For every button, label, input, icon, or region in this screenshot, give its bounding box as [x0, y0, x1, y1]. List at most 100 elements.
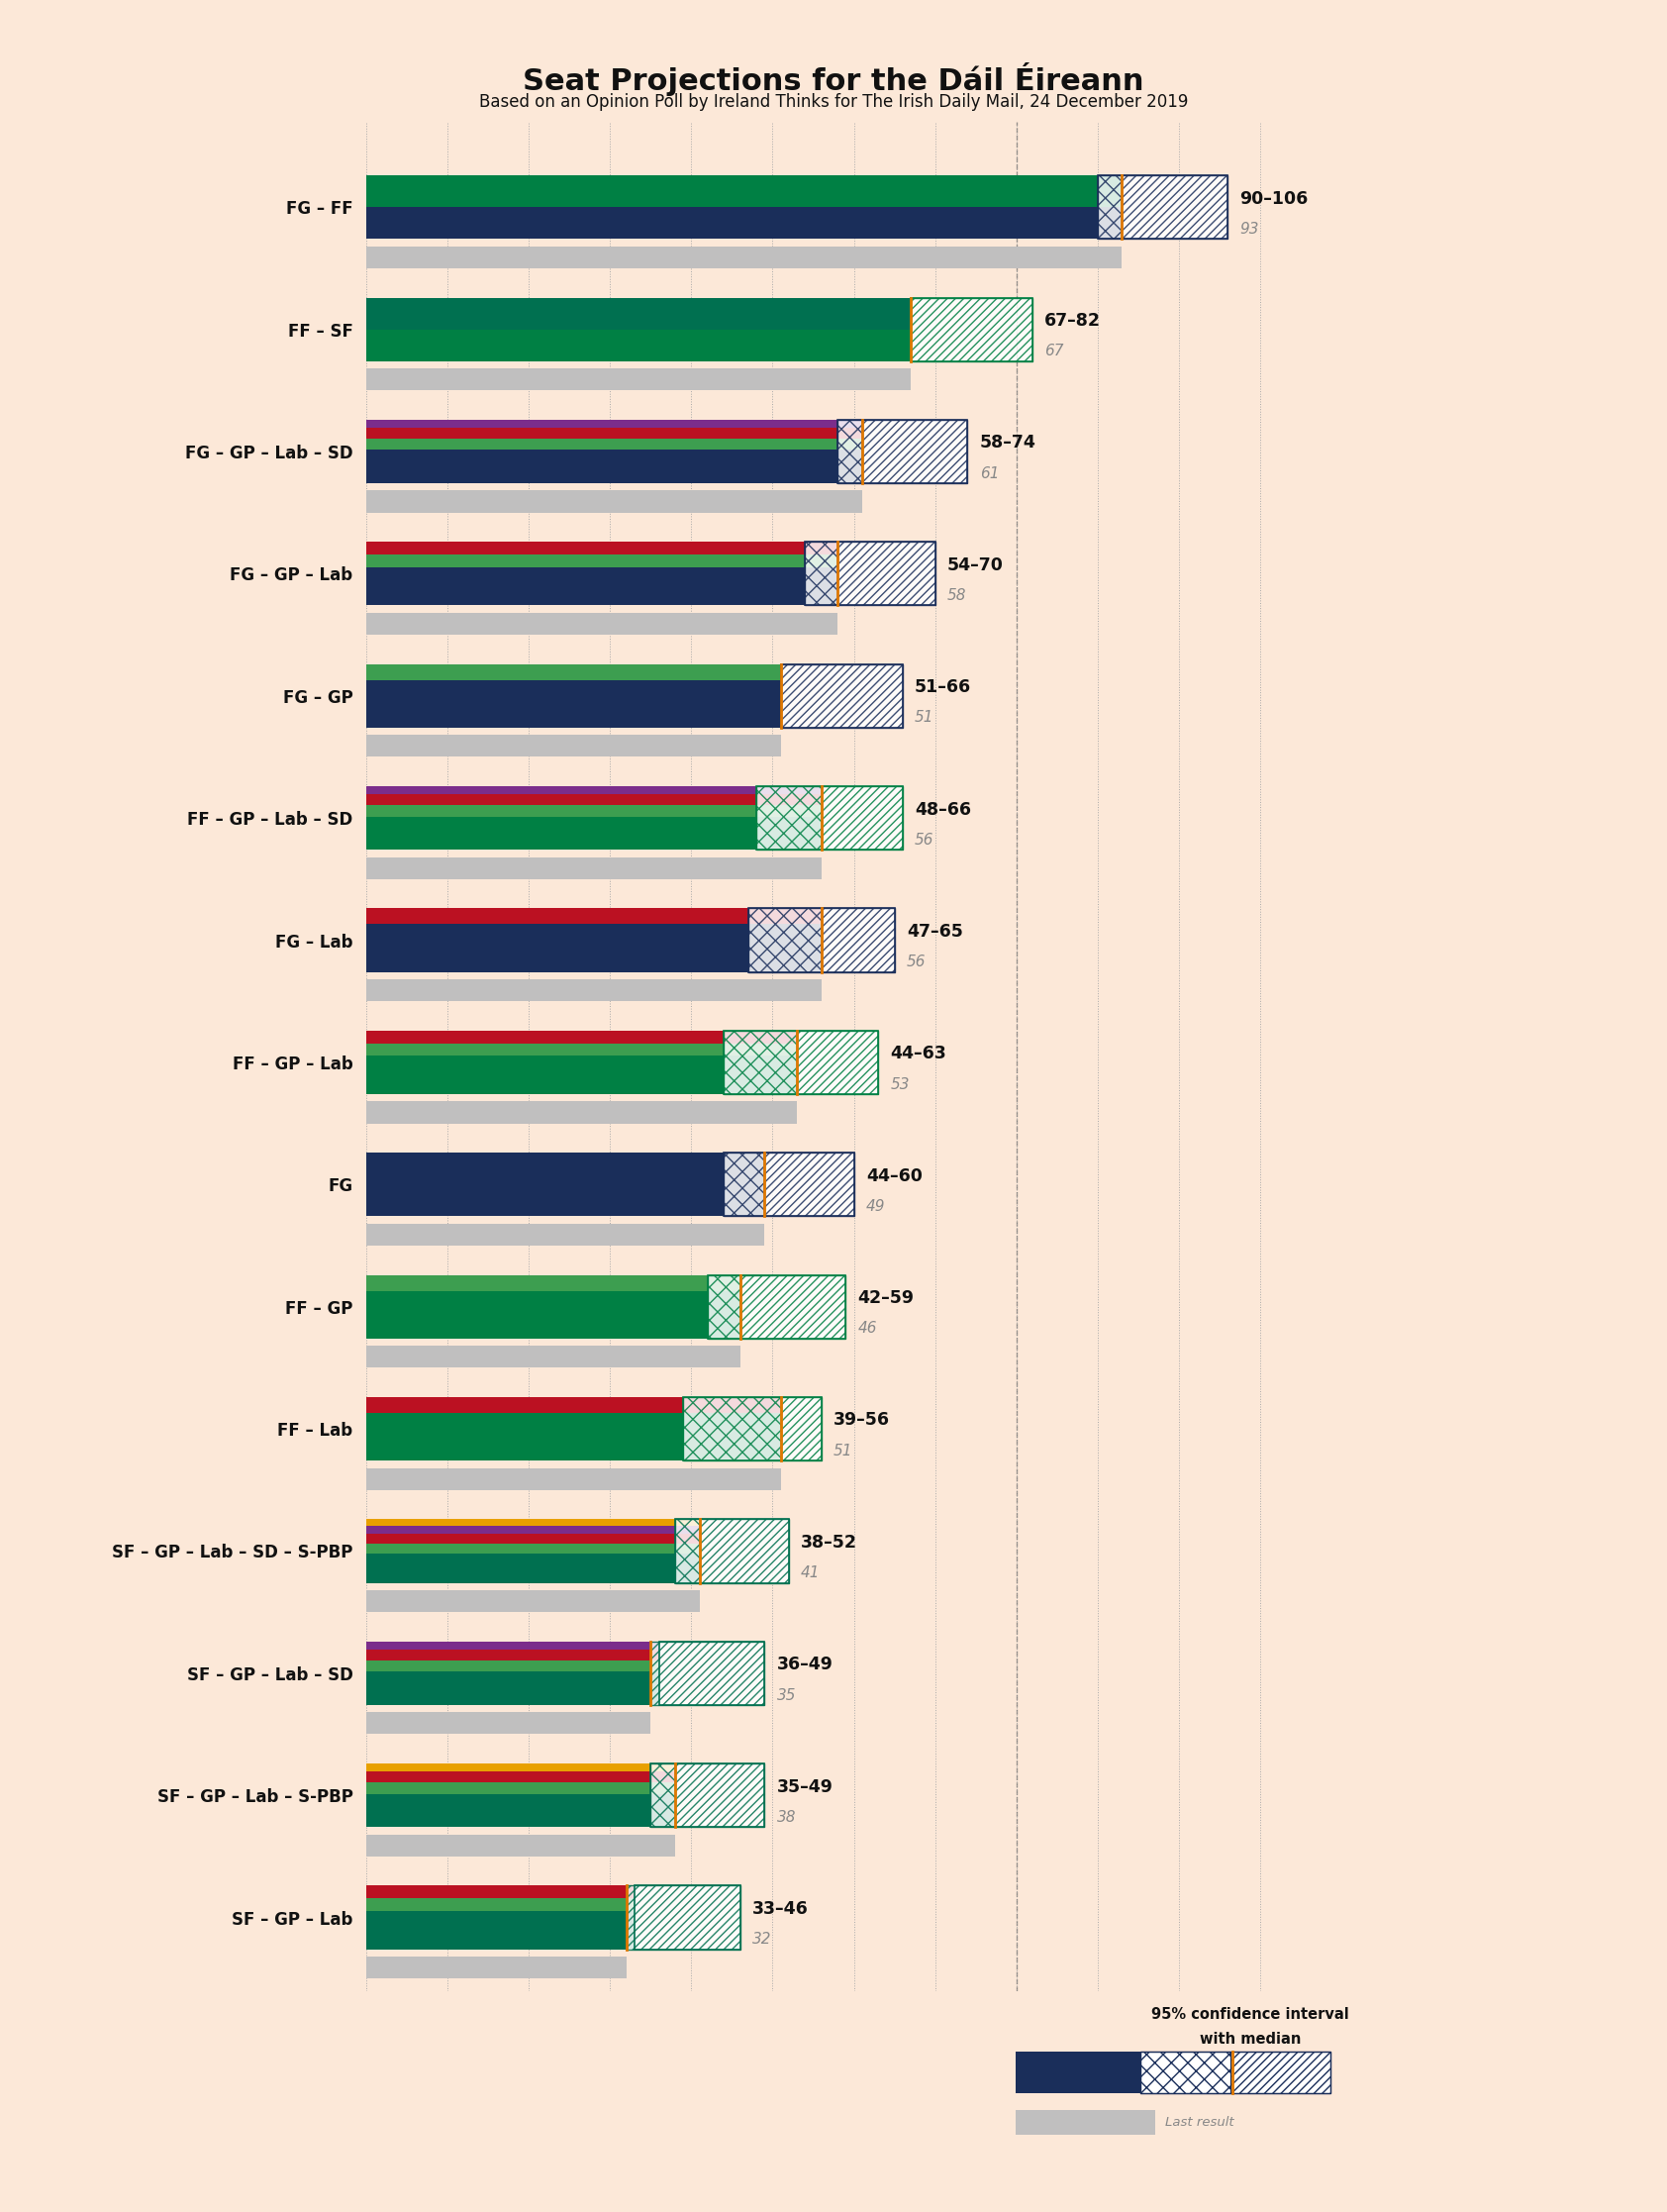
Bar — [367, 1661, 658, 1672]
Text: 93: 93 — [1239, 221, 1259, 237]
Text: 58–74: 58–74 — [980, 434, 1035, 451]
Bar — [683, 1398, 780, 1460]
Bar — [1140, 2053, 1230, 2093]
Bar — [805, 555, 837, 566]
Text: 36–49: 36–49 — [777, 1657, 834, 1674]
Text: 67–82: 67–82 — [1045, 312, 1100, 330]
Text: 67: 67 — [1045, 343, 1064, 358]
Bar — [367, 1520, 675, 1526]
Text: 33–46: 33–46 — [752, 1900, 808, 1918]
Text: 51: 51 — [834, 1444, 854, 1458]
Bar — [1122, 175, 1227, 239]
Bar — [367, 491, 862, 513]
Bar — [757, 785, 822, 849]
Bar — [822, 909, 895, 971]
Text: 46: 46 — [859, 1321, 877, 1336]
Bar — [837, 449, 862, 482]
Bar — [650, 1641, 765, 1705]
Bar — [367, 208, 1097, 239]
Bar — [367, 613, 837, 635]
Bar — [708, 1274, 740, 1338]
Bar — [367, 420, 837, 427]
Bar — [367, 175, 1097, 208]
Bar — [822, 785, 902, 849]
Bar — [1015, 2053, 1140, 2093]
Bar — [837, 542, 935, 606]
Text: Last result: Last result — [1165, 2115, 1234, 2128]
Bar — [723, 1152, 765, 1217]
Bar — [367, 1763, 650, 1772]
Bar — [367, 980, 822, 1002]
Bar — [367, 805, 757, 816]
Text: 51–66: 51–66 — [915, 679, 972, 697]
Text: 38–52: 38–52 — [802, 1533, 857, 1551]
Bar — [367, 1672, 658, 1705]
Bar — [1097, 175, 1227, 239]
Bar — [367, 816, 757, 849]
Bar — [367, 785, 757, 794]
Text: 38: 38 — [777, 1809, 795, 1825]
Bar — [367, 1958, 627, 1978]
Bar — [1140, 2053, 1330, 2093]
Bar — [740, 1274, 845, 1338]
Bar — [757, 794, 822, 805]
Bar — [837, 420, 862, 427]
Text: 35–49: 35–49 — [777, 1778, 834, 1796]
Bar — [367, 566, 805, 606]
Bar — [723, 1031, 797, 1044]
Bar — [757, 805, 822, 816]
Bar — [367, 734, 780, 757]
Text: 53: 53 — [890, 1077, 910, 1093]
Bar — [805, 542, 837, 606]
Bar — [367, 1544, 675, 1553]
Bar — [675, 1553, 700, 1584]
Bar — [367, 299, 910, 330]
Bar — [367, 246, 1122, 268]
Bar — [367, 1526, 675, 1533]
Text: 35: 35 — [777, 1688, 795, 1703]
Bar — [367, 1533, 675, 1544]
Text: 90–106: 90–106 — [1239, 190, 1309, 208]
Bar — [367, 1292, 708, 1338]
Bar — [367, 1783, 650, 1794]
Bar — [367, 925, 748, 971]
Bar — [805, 566, 837, 606]
Text: 49: 49 — [865, 1199, 885, 1214]
Bar — [723, 1055, 797, 1095]
Text: with median: with median — [1200, 2033, 1300, 2046]
Bar — [367, 679, 780, 728]
Bar — [837, 427, 862, 438]
Bar — [367, 1712, 650, 1734]
Bar — [723, 1152, 765, 1217]
Bar — [367, 369, 910, 392]
Bar — [683, 1398, 822, 1460]
Text: Based on an Opinion Poll by Ireland Thinks for The Irish Daily Mail, 24 December: Based on an Opinion Poll by Ireland Thin… — [478, 93, 1189, 111]
Text: 32: 32 — [752, 1931, 772, 1947]
Bar — [708, 1274, 740, 1292]
Bar — [837, 420, 862, 482]
Bar — [805, 542, 837, 555]
Bar — [723, 1031, 879, 1095]
Bar — [650, 1763, 675, 1827]
Bar — [748, 909, 895, 971]
Text: 56: 56 — [915, 832, 934, 847]
Bar — [723, 1152, 854, 1217]
Bar — [635, 1887, 740, 1949]
Text: Seat Projections for the Dáil Éireann: Seat Projections for the Dáil Éireann — [523, 62, 1144, 95]
Bar — [367, 1044, 723, 1055]
Bar — [910, 299, 1032, 361]
Bar — [683, 1413, 780, 1460]
Bar — [367, 1834, 675, 1856]
Bar — [367, 555, 805, 566]
Bar — [675, 1526, 700, 1533]
Bar — [765, 1152, 854, 1217]
Bar — [780, 1398, 822, 1460]
Bar — [837, 438, 862, 449]
Bar — [675, 1520, 700, 1526]
Bar — [683, 1398, 780, 1413]
Bar — [367, 1641, 658, 1650]
Bar — [367, 794, 757, 805]
Text: 44–60: 44–60 — [865, 1168, 922, 1186]
Bar — [658, 1641, 765, 1705]
Bar — [627, 1887, 740, 1949]
